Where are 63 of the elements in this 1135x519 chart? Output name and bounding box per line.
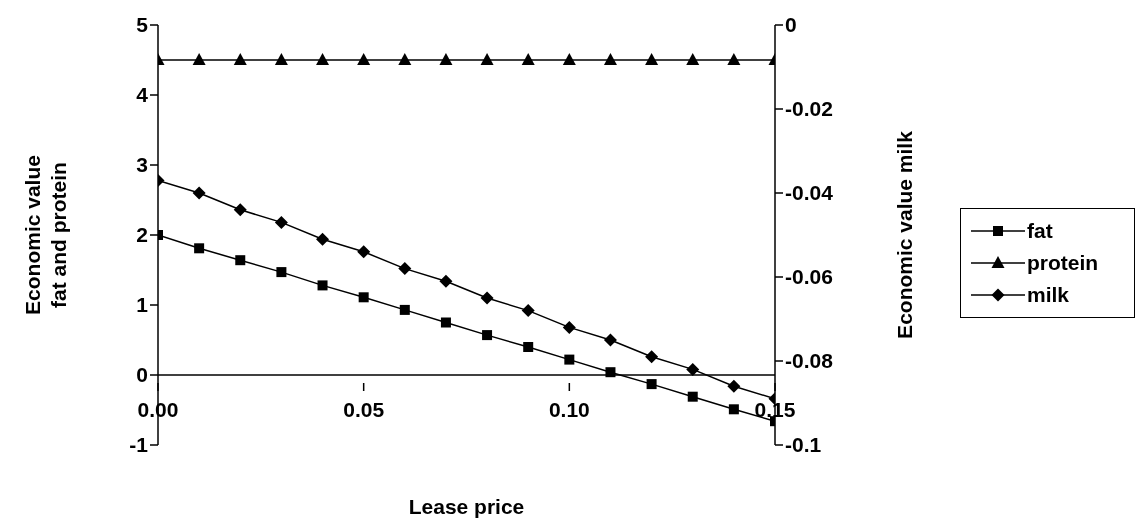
y-tick-label: 2	[136, 223, 148, 247]
point	[728, 404, 739, 415]
point	[276, 267, 287, 278]
point	[274, 53, 288, 65]
y-tick-label: -1	[129, 433, 149, 457]
y2-tick-label: -0.02	[785, 97, 833, 121]
y-axis-title: Economic value fat and protein	[21, 155, 70, 315]
y2-tick-label: -0.1	[785, 433, 822, 457]
point	[523, 342, 534, 352]
point	[399, 304, 410, 315]
point	[439, 53, 453, 65]
point	[480, 53, 494, 65]
y-tick-label: 0	[136, 363, 148, 387]
point	[727, 379, 741, 393]
point	[235, 255, 246, 266]
legend-label: milk	[1027, 283, 1070, 307]
y-tick-label: 3	[136, 153, 148, 177]
point	[439, 274, 453, 288]
point	[605, 367, 616, 378]
x-axis-title: Lease price	[408, 495, 525, 518]
point	[645, 350, 659, 364]
point	[316, 53, 330, 65]
point	[316, 232, 330, 246]
y-tick-label: 5	[136, 13, 149, 37]
point	[274, 215, 288, 229]
point	[521, 53, 535, 65]
legend-label: protein	[1027, 251, 1099, 275]
point	[357, 53, 371, 65]
point	[686, 362, 700, 376]
x-tick-label: 0.10	[548, 398, 590, 421]
point	[317, 280, 328, 291]
point	[686, 53, 700, 65]
point	[603, 333, 617, 347]
point	[358, 292, 369, 303]
point	[233, 53, 247, 65]
y2-axis-title: Economic value milk	[893, 130, 916, 339]
point	[521, 304, 535, 318]
point	[192, 186, 206, 200]
y2-tick-label: 0	[785, 13, 797, 37]
point	[646, 379, 657, 390]
y2-tick-label: -0.04	[785, 181, 834, 205]
point	[480, 291, 494, 305]
point	[645, 53, 659, 65]
point	[564, 354, 575, 365]
point	[562, 53, 576, 65]
point	[398, 262, 412, 276]
point	[233, 203, 247, 217]
y-tick-label: 4	[136, 83, 149, 107]
point	[482, 330, 493, 341]
point	[440, 317, 451, 328]
point	[194, 243, 205, 254]
point	[687, 391, 698, 402]
y2-tick-label: -0.06	[785, 265, 833, 289]
point	[727, 53, 741, 65]
x-tick-label: 0.05	[343, 398, 385, 421]
point	[192, 53, 206, 65]
legend-label: fat	[1027, 219, 1053, 243]
point	[398, 53, 412, 65]
y-tick-label: 1	[136, 293, 149, 317]
point	[603, 53, 617, 65]
point	[357, 245, 371, 259]
point	[562, 320, 576, 334]
y2-tick-label: -0.08	[785, 349, 834, 373]
